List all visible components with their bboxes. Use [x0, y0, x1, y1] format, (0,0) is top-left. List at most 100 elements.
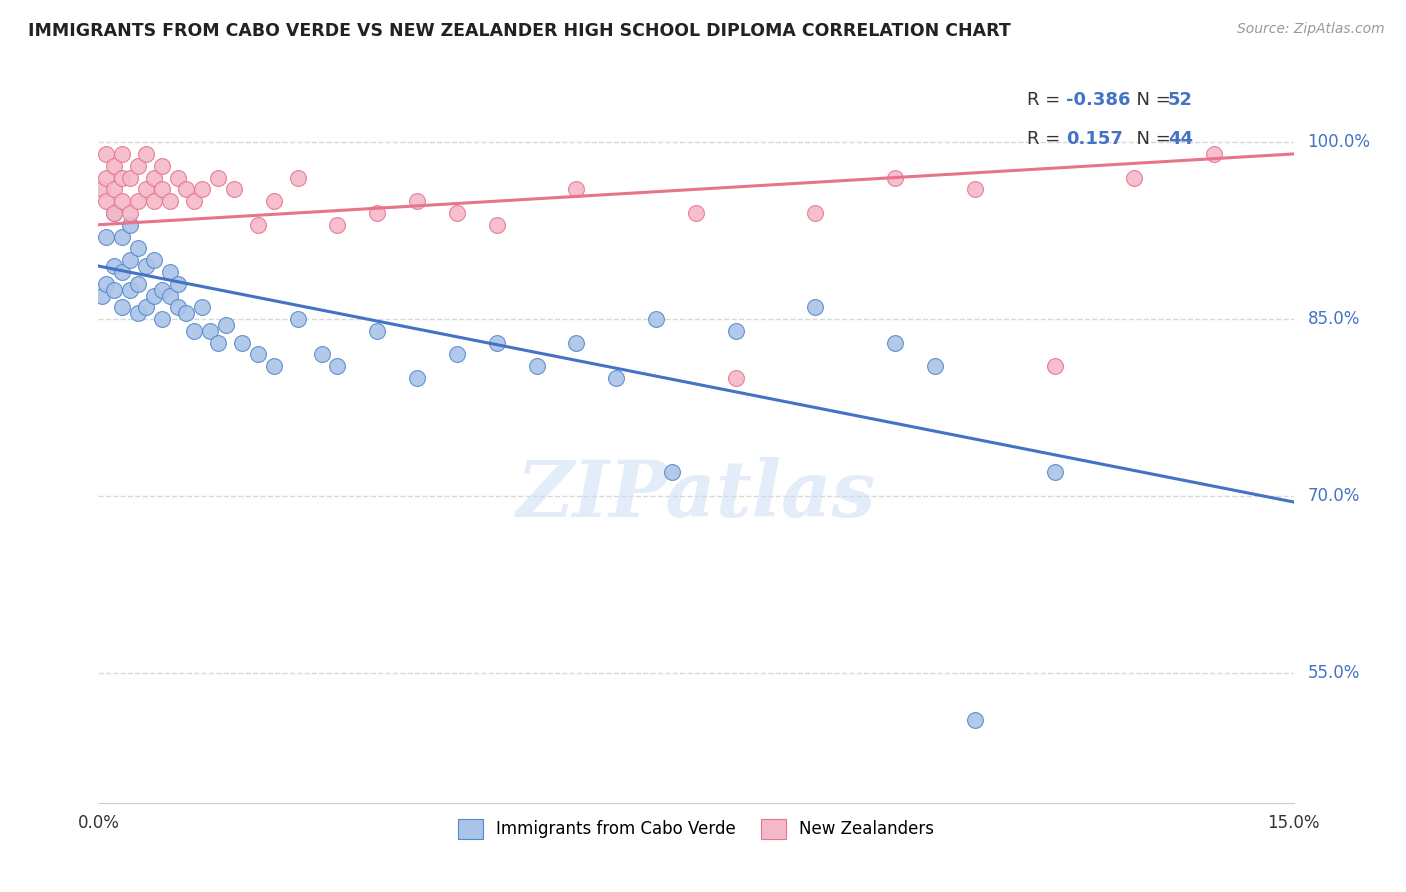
Text: 52: 52 [1168, 91, 1192, 109]
Text: Source: ZipAtlas.com: Source: ZipAtlas.com [1237, 22, 1385, 37]
Text: 70.0%: 70.0% [1308, 487, 1360, 505]
Point [111, 194, 134, 208]
Point [963, 713, 986, 727]
Point [135, 301, 157, 315]
Point [222, 182, 245, 196]
Point [311, 347, 333, 361]
Point [127, 241, 149, 255]
Point [215, 318, 238, 332]
Point [326, 218, 349, 232]
Point [1202, 147, 1225, 161]
Point [120, 170, 142, 185]
Point [96, 277, 118, 291]
Point [143, 253, 166, 268]
Point [485, 218, 508, 232]
Point [485, 335, 508, 350]
Point [167, 170, 190, 185]
Point [135, 182, 157, 196]
Point [924, 359, 946, 374]
Point [565, 335, 588, 350]
Point [287, 312, 309, 326]
Point [150, 312, 173, 326]
Point [884, 335, 907, 350]
Point [174, 306, 197, 320]
Point [127, 194, 149, 208]
Text: 100.0%: 100.0% [1308, 133, 1371, 151]
Point [150, 182, 173, 196]
Point [963, 182, 986, 196]
Point [159, 194, 181, 208]
Point [91, 182, 114, 196]
Point [159, 288, 181, 302]
Point [406, 371, 429, 385]
Point [231, 335, 253, 350]
Point [120, 253, 142, 268]
Point [127, 159, 149, 173]
Text: N =: N = [1125, 130, 1177, 148]
Point [287, 170, 309, 185]
Point [135, 147, 157, 161]
Point [207, 170, 229, 185]
Point [111, 301, 134, 315]
Point [724, 324, 747, 338]
Point [111, 265, 134, 279]
Point [1123, 170, 1146, 185]
Point [143, 170, 166, 185]
Point [103, 159, 125, 173]
Text: 85.0%: 85.0% [1308, 310, 1360, 328]
Point [326, 359, 349, 374]
Point [103, 206, 125, 220]
Point [183, 194, 205, 208]
Point [685, 206, 707, 220]
Point [127, 306, 149, 320]
Point [143, 288, 166, 302]
Point [645, 312, 668, 326]
Legend: Immigrants from Cabo Verde, New Zealanders: Immigrants from Cabo Verde, New Zealande… [451, 812, 941, 846]
Point [120, 218, 142, 232]
Point [246, 218, 269, 232]
Point [724, 371, 747, 385]
Point [366, 324, 388, 338]
Text: R =: R = [1026, 91, 1066, 109]
Text: ZIPatlas: ZIPatlas [516, 458, 876, 533]
Point [207, 335, 229, 350]
Point [183, 324, 205, 338]
Point [103, 182, 125, 196]
Point [263, 194, 285, 208]
Point [191, 182, 214, 196]
Point [191, 301, 214, 315]
Text: N =: N = [1125, 91, 1177, 109]
Point [406, 194, 429, 208]
Point [96, 147, 118, 161]
Text: 0.157: 0.157 [1066, 130, 1123, 148]
Point [804, 206, 827, 220]
Point [96, 194, 118, 208]
Point [605, 371, 627, 385]
Point [565, 182, 588, 196]
Point [246, 347, 269, 361]
Text: IMMIGRANTS FROM CABO VERDE VS NEW ZEALANDER HIGH SCHOOL DIPLOMA CORRELATION CHAR: IMMIGRANTS FROM CABO VERDE VS NEW ZEALAN… [28, 22, 1011, 40]
Point [366, 206, 388, 220]
Text: 55.0%: 55.0% [1308, 664, 1360, 682]
Point [526, 359, 548, 374]
Point [143, 194, 166, 208]
Point [103, 283, 125, 297]
Point [111, 147, 134, 161]
Point [103, 206, 125, 220]
Text: -0.386: -0.386 [1066, 91, 1130, 109]
Point [135, 259, 157, 273]
Point [167, 301, 190, 315]
Point [1043, 359, 1066, 374]
Point [661, 466, 683, 480]
Text: R =: R = [1026, 130, 1071, 148]
Point [91, 288, 114, 302]
Point [96, 170, 118, 185]
Point [111, 170, 134, 185]
Point [174, 182, 197, 196]
Text: 44: 44 [1168, 130, 1192, 148]
Point [446, 206, 468, 220]
Point [96, 229, 118, 244]
Point [120, 283, 142, 297]
Point [804, 301, 827, 315]
Point [150, 159, 173, 173]
